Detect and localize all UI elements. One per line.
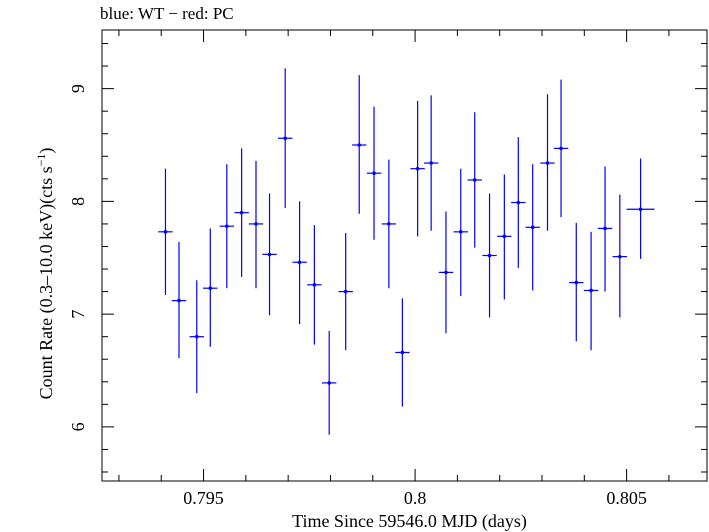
- axis-ticks: [102, 30, 707, 481]
- point-marker: [177, 298, 181, 303]
- x-tick-label: 0.8: [404, 488, 427, 508]
- x-axis-label: Time Since 59546.0 MJD (days): [292, 511, 527, 532]
- point-marker: [297, 260, 302, 265]
- point-marker: [225, 224, 229, 228]
- point-marker: [429, 161, 433, 165]
- data-point: [482, 193, 497, 318]
- point-marker: [638, 207, 643, 212]
- data-point: [540, 94, 555, 231]
- point-marker: [502, 234, 507, 239]
- data-point: [626, 158, 655, 259]
- point-marker: [254, 222, 258, 226]
- chart-title: blue: WT − red: PC: [100, 4, 234, 23]
- data-point: [189, 280, 204, 394]
- point-marker: [574, 280, 579, 285]
- data-point: [553, 79, 569, 218]
- data-point: [497, 174, 512, 300]
- data-point: [612, 194, 628, 318]
- point-marker: [400, 350, 405, 355]
- data-point: [366, 106, 382, 240]
- point-marker: [415, 166, 420, 171]
- data-point: [438, 211, 454, 334]
- data-point: [597, 166, 613, 292]
- data-point: [410, 101, 425, 237]
- point-marker: [312, 283, 317, 287]
- x-tick-label: 0.795: [183, 488, 224, 508]
- data-point: [203, 228, 218, 347]
- data-point: [338, 232, 353, 351]
- point-marker: [618, 254, 622, 259]
- data-point: [352, 75, 367, 214]
- point-marker: [530, 225, 535, 230]
- point-marker: [163, 230, 168, 234]
- point-marker: [194, 334, 199, 339]
- y-axis-label-superscript: −1: [34, 154, 48, 167]
- data-point: [395, 298, 410, 407]
- point-marker: [487, 253, 492, 258]
- point-marker: [472, 178, 477, 182]
- point-marker: [387, 222, 391, 226]
- y-tick-label: 7: [68, 310, 88, 319]
- data-point: [322, 331, 337, 435]
- data-point: [234, 148, 249, 277]
- point-marker: [603, 226, 607, 231]
- data-point: [278, 68, 293, 209]
- data-point: [583, 231, 599, 351]
- data-point: [511, 137, 526, 268]
- data-point: [158, 168, 173, 295]
- point-marker: [239, 210, 244, 215]
- point-marker: [458, 230, 463, 234]
- point-marker: [589, 288, 593, 293]
- data-point: [262, 193, 277, 316]
- data-point: [423, 95, 439, 231]
- point-marker: [516, 200, 521, 205]
- data-point: [453, 168, 468, 297]
- y-axis-label-suffix: ): [36, 148, 57, 154]
- plot-frame: [101, 29, 708, 482]
- y-axis-label: Count Rate (0.3–10.0 keV)(cts s−1): [34, 148, 57, 400]
- data-point: [171, 241, 187, 359]
- tick-labels: 0.795 0.8 0.805 6 7 8 9: [68, 84, 647, 508]
- point-marker: [372, 171, 376, 175]
- data-point: [381, 159, 397, 289]
- point-marker: [559, 146, 563, 151]
- y-tick-label: 6: [68, 422, 88, 431]
- y-tick-label: 8: [68, 197, 88, 206]
- point-marker: [283, 136, 287, 141]
- point-marker: [357, 143, 362, 147]
- point-marker: [343, 289, 348, 294]
- point-marker: [444, 270, 448, 275]
- data-point: [292, 201, 307, 325]
- point-marker: [267, 252, 272, 257]
- y-tick-label: 9: [68, 84, 88, 93]
- data-point: [525, 164, 540, 291]
- point-marker: [327, 381, 331, 385]
- data-point: [569, 222, 584, 342]
- y-axis-label-main: Count Rate (0.3–10.0 keV)(cts s: [36, 166, 57, 399]
- point-marker: [545, 161, 550, 165]
- data-point: [219, 164, 234, 289]
- data-point: [248, 160, 264, 289]
- data-point: [307, 225, 322, 345]
- data-points: [158, 68, 655, 435]
- point-marker: [208, 286, 213, 290]
- data-point: [467, 112, 482, 248]
- x-tick-label: 0.805: [606, 488, 647, 508]
